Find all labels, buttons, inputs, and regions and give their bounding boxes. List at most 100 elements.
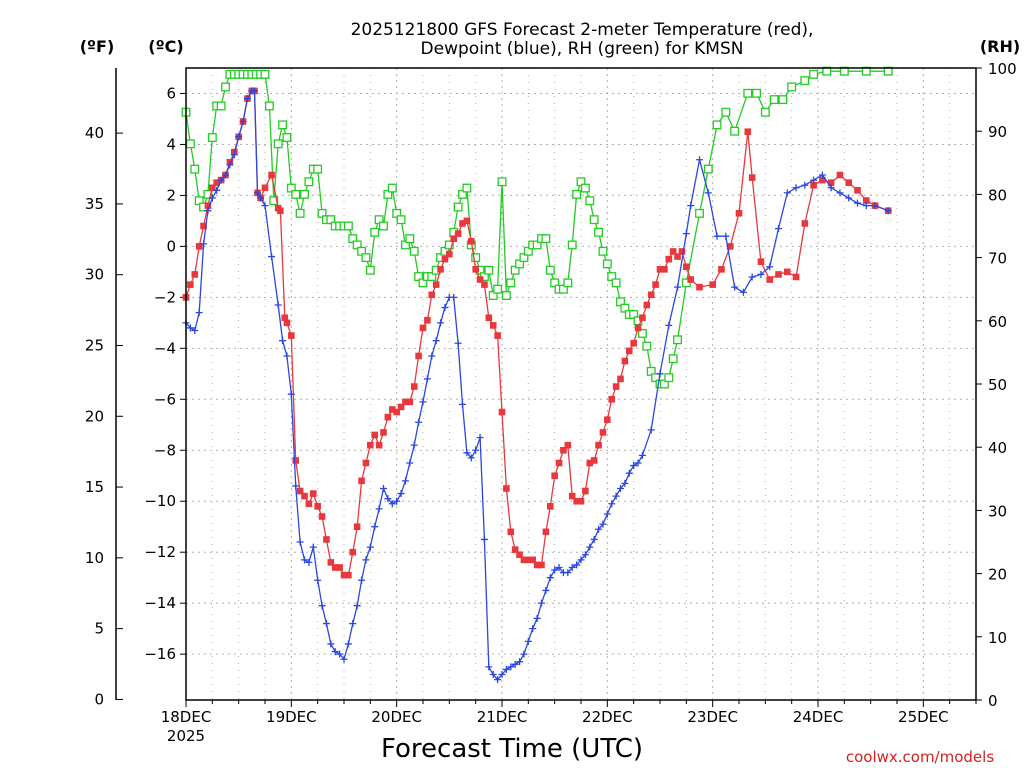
temperature-marker [709, 281, 716, 288]
rh-marker [484, 265, 494, 275]
temperature-marker [450, 235, 458, 243]
dewpoint-marker [222, 171, 229, 179]
dewpoint-marker [854, 199, 861, 207]
temperature-marker [511, 546, 519, 553]
temperature-marker [459, 220, 466, 227]
temperature-marker [428, 291, 436, 299]
celsius-unit-label: (ºC) [148, 37, 183, 56]
temperature-marker [446, 250, 453, 258]
dewpoint-marker [696, 156, 703, 164]
rh-marker [642, 341, 652, 351]
rh-marker [396, 215, 406, 225]
dewpoint-marker [463, 449, 471, 457]
dewpoint-marker [217, 176, 225, 184]
dewpoint-marker [476, 434, 484, 442]
dewpoint-marker [415, 418, 423, 426]
series-layer [181, 66, 893, 684]
celsius-tick-label: −4 [154, 339, 176, 357]
temperature-marker [652, 281, 659, 288]
celsius-tick-label: 4 [166, 135, 176, 153]
temperature-marker [345, 571, 352, 579]
temperature-marker [454, 230, 462, 237]
dewpoint-marker [533, 614, 541, 622]
celsius-tick-label: −16 [144, 645, 176, 663]
temperature-marker [525, 556, 532, 564]
rh-marker [721, 107, 731, 117]
dewpoint-marker [783, 189, 791, 197]
rh-marker [405, 234, 415, 244]
dewpoint-marker [309, 543, 317, 551]
rh-marker [730, 126, 740, 136]
rh-marker [563, 278, 573, 288]
axes: 6420−2−4−6−8−10−12−14−164035302520151050… [85, 60, 1017, 745]
temperature-marker [410, 383, 418, 390]
dewpoint-marker [546, 574, 554, 582]
credit-label: coolwx.com/models [846, 748, 994, 766]
rh-tick-label: 10 [988, 629, 1007, 647]
dewpoint-marker [502, 665, 510, 673]
dewpoint-marker [529, 625, 537, 633]
temperature-marker [656, 266, 664, 273]
dewpoint-marker [608, 500, 616, 508]
dewpoint-marker [827, 184, 835, 192]
temperature-marker [647, 291, 655, 299]
temperature-marker [827, 179, 835, 186]
temperature-marker [551, 472, 558, 480]
rh-marker [585, 196, 595, 206]
rh-marker [664, 373, 674, 383]
dewpoint-marker [437, 319, 445, 327]
rh-marker [541, 234, 551, 244]
dewpoint-marker [564, 569, 572, 577]
temperature-marker [748, 174, 756, 181]
dewpoint-marker [551, 566, 559, 574]
rh-marker [611, 278, 621, 288]
rh-marker [598, 246, 608, 256]
rh-marker [493, 284, 503, 294]
dewpoint-marker [250, 87, 258, 95]
fahrenheit-unit-label: (ºF) [80, 37, 115, 56]
temperature-marker [661, 266, 668, 273]
rh-marker [260, 69, 270, 79]
temperature-marker [726, 243, 734, 250]
x-tick-label: 18DEC [161, 708, 212, 726]
dewpoint-marker [687, 202, 695, 210]
dewpoint-marker [494, 676, 502, 684]
dewpoint-marker [388, 500, 396, 508]
temperature-marker [371, 431, 379, 439]
rh-tick-label: 50 [988, 376, 1007, 394]
dewpoint-marker [871, 202, 879, 210]
temperature-marker [402, 398, 409, 406]
dewpoint-marker [322, 620, 330, 628]
fahrenheit-tick-label: 35 [85, 195, 104, 213]
dewpoint-marker [268, 253, 276, 261]
rh-marker [444, 240, 454, 250]
temperature-marker [476, 276, 484, 283]
rh-marker [291, 189, 301, 199]
rh-marker [752, 88, 762, 98]
rh-marker [787, 82, 797, 92]
dewpoint-marker [621, 479, 629, 487]
rh-marker [760, 107, 770, 117]
rh-marker [567, 240, 577, 250]
temperature-marker [281, 314, 289, 322]
dewpoint-marker [226, 161, 234, 169]
temperature-marker [336, 564, 343, 571]
rh-tick-label: 30 [988, 502, 1007, 520]
dewpoint-marker [371, 523, 379, 531]
dewpoint-marker [507, 663, 515, 671]
fahrenheit-tick-label: 5 [94, 620, 104, 638]
temperature-marker [209, 184, 216, 192]
temperature-marker [608, 395, 616, 403]
dewpoint-marker [419, 398, 427, 406]
dewpoint-marker [555, 563, 563, 571]
x-tick-label: 25DEC [898, 708, 949, 726]
temperature-marker [595, 441, 602, 449]
dewpoint-marker [467, 454, 475, 462]
x-tick-label: 22DEC [582, 708, 633, 726]
temperature-marker [415, 352, 422, 360]
rh-marker [506, 278, 516, 288]
temperature-marker [687, 276, 695, 283]
rh-marker [304, 177, 314, 187]
dewpoint-marker [704, 189, 712, 197]
temperature-marker [604, 416, 611, 423]
